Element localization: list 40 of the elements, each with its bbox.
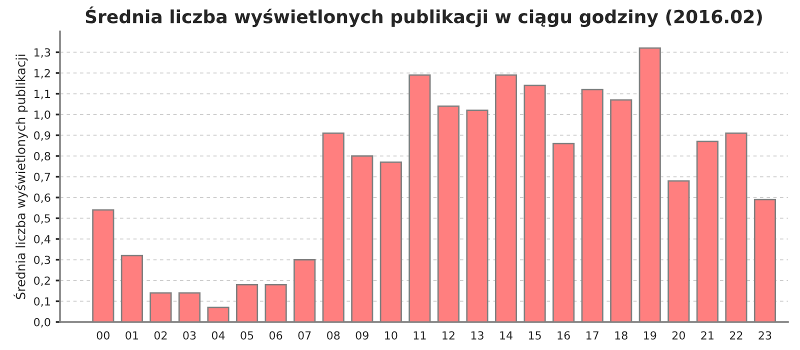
x-tick-label: 21 [701,331,714,340]
y-tick-label: 0,4 [34,234,50,245]
y-tick-label: 1,0 [34,110,50,120]
x-tick-label: 16 [558,331,570,340]
x-tick-label: 22 [730,331,742,340]
x-tick-label: 19 [644,331,656,340]
y-tick-label: 0,5 [34,214,50,224]
x-tick-label: 15 [528,331,541,340]
x-tick-label: 14 [500,331,512,340]
y-tick-label: 0,6 [34,193,50,204]
x-tick-label: 23 [758,331,772,340]
x-tick-label: 13 [471,331,484,340]
x-tick-label: 11 [414,331,426,340]
x-tick-label: 20 [672,331,685,340]
y-tick-label: 0,1 [34,297,50,307]
chart-title: Średnia liczba wyświetlonych publikacji w ciągu godziny (2016.02) [86,6,762,28]
y-tick-label: 1,1 [34,90,50,100]
x-tick-label: 02 [154,331,167,340]
y-tick-label: 0,9 [34,131,50,141]
x-tick-label: 03 [183,331,196,340]
x-tick-label: 00 [96,331,110,340]
x-tick-label: 07 [298,331,311,340]
x-tick-label: 18 [615,331,628,340]
x-tick-label: 12 [442,331,454,340]
x-tick-label: 01 [126,331,138,340]
y-tick-label: 0,2 [34,276,50,286]
y-axis-title: Średnia liczba wyświetlonych publikacji [14,54,28,300]
x-tick-label: 08 [327,331,340,340]
y-tick-label: 0,3 [34,256,50,266]
y-tick-label: 1,3 [34,48,50,58]
x-tick-label: 04 [212,331,225,340]
x-tick-label: 10 [385,331,398,340]
y-tick-label: 1,2 [34,68,50,79]
y-tick-label: 0,0 [34,318,50,328]
y-tick-label: 0,7 [34,172,50,182]
x-tick-label: 05 [240,331,254,340]
x-tick-label: 17 [586,331,598,340]
x-tick-label: 06 [269,331,282,340]
x-tick-label: 09 [356,331,368,340]
y-tick-label: 0,8 [34,152,50,162]
